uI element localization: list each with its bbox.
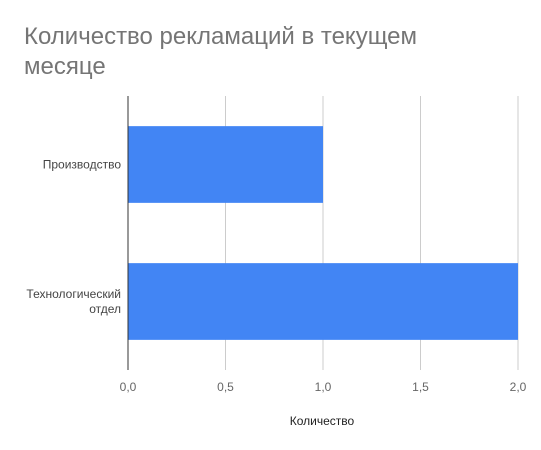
x-tick-label: 1,0: [315, 380, 332, 394]
x-tick-label: 2,0: [510, 380, 527, 394]
category-label: Производство: [43, 158, 122, 172]
bar: [128, 126, 323, 203]
bar: [128, 263, 518, 340]
category-label: Технологический отдел: [26, 287, 121, 316]
chart-title: Количество рекламаций в текущем месяце: [24, 23, 418, 80]
x-axis-label: Количество: [290, 414, 355, 428]
x-tick-label: 1,5: [412, 380, 429, 394]
x-tick-label: 0,0: [120, 380, 137, 394]
x-tick-label: 0,5: [217, 380, 234, 394]
